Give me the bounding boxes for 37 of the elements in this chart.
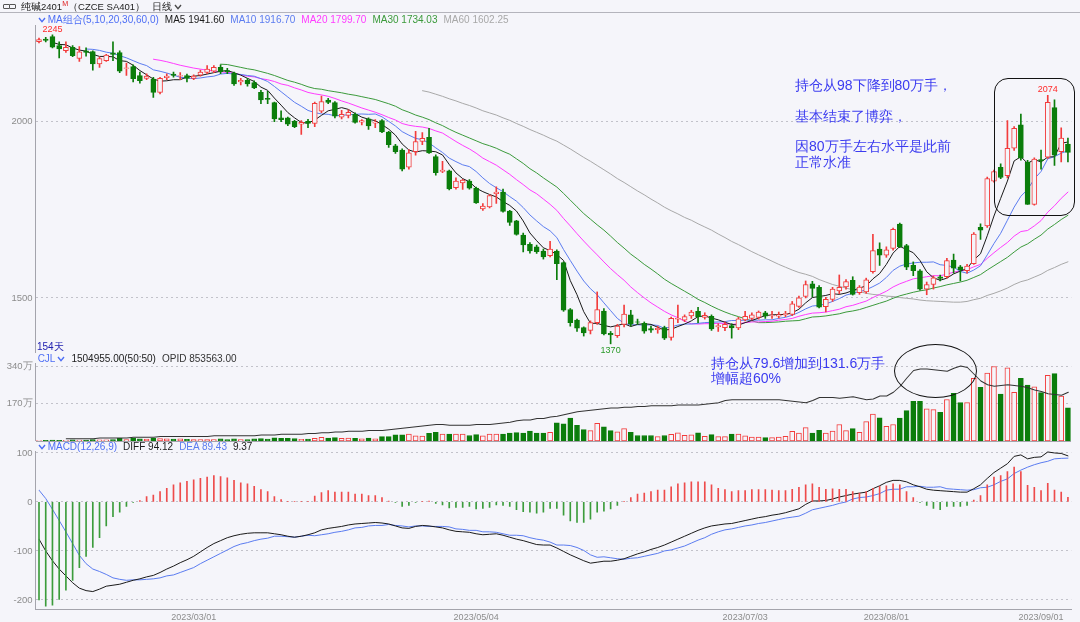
x-tick-label: 2023/07/03 <box>722 611 768 622</box>
text: MA10 1916.70 <box>230 14 296 25</box>
chart-subtitle: 日线 <box>152 0 173 13</box>
y-tick-label: 2000 <box>11 115 33 127</box>
text: DIFF 94.12 <box>123 441 174 452</box>
y-tick-label: 170万 <box>6 397 33 409</box>
annotation: 2245 <box>42 23 63 34</box>
annotation: 持仓从98下降到80万手， <box>795 77 953 93</box>
text: MA20 1799.70 <box>301 14 367 25</box>
text: MA60 1602.25 <box>443 14 509 25</box>
annotation: 因80万手左右水平是此前正常水准 <box>795 138 952 170</box>
chart-title: 纯碱2401$^{M}$（CZCE SA401） <box>21 0 146 13</box>
annotation: 增幅超60% <box>711 370 782 386</box>
annotation: 154天 <box>37 341 64 353</box>
annotation: 基本结束了博弈， <box>795 108 907 124</box>
annotation: 1370 <box>600 344 621 355</box>
x-tick-label: 2023/05/04 <box>453 611 499 622</box>
y-tick-label: -100 <box>13 544 33 556</box>
legend-title: CJL <box>37 353 56 364</box>
annotation: 2074 <box>1037 84 1058 95</box>
y-tick-label: 100 <box>16 446 33 458</box>
text: MA5 1941.60 <box>164 14 225 25</box>
x-tick-label: 2023/08/01 <box>863 611 909 622</box>
x-tick-label: 2023/03/01 <box>171 611 217 622</box>
text: DEA 89.43 <box>179 441 227 452</box>
annotation: 持仓从79.6增加到131.6万手 <box>711 355 886 371</box>
text: MA30 1734.03 <box>372 14 438 25</box>
annotation: 9.37 <box>232 441 253 452</box>
annotation: 1504955.00(50:50) <box>71 353 156 364</box>
text: OPID 853563.00 <box>162 353 237 364</box>
y-tick-label: 0 <box>27 495 33 507</box>
legend-title: MACD(12,26,9) <box>47 441 118 452</box>
y-tick-label: 1500 <box>11 291 33 303</box>
y-tick-label: 340万 <box>6 359 33 371</box>
x-tick-label: 2023/09/01 <box>1018 611 1064 622</box>
legend-title: MA组合(5,10,20,30,60,0) <box>47 14 159 25</box>
y-tick-label: -200 <box>13 593 33 605</box>
